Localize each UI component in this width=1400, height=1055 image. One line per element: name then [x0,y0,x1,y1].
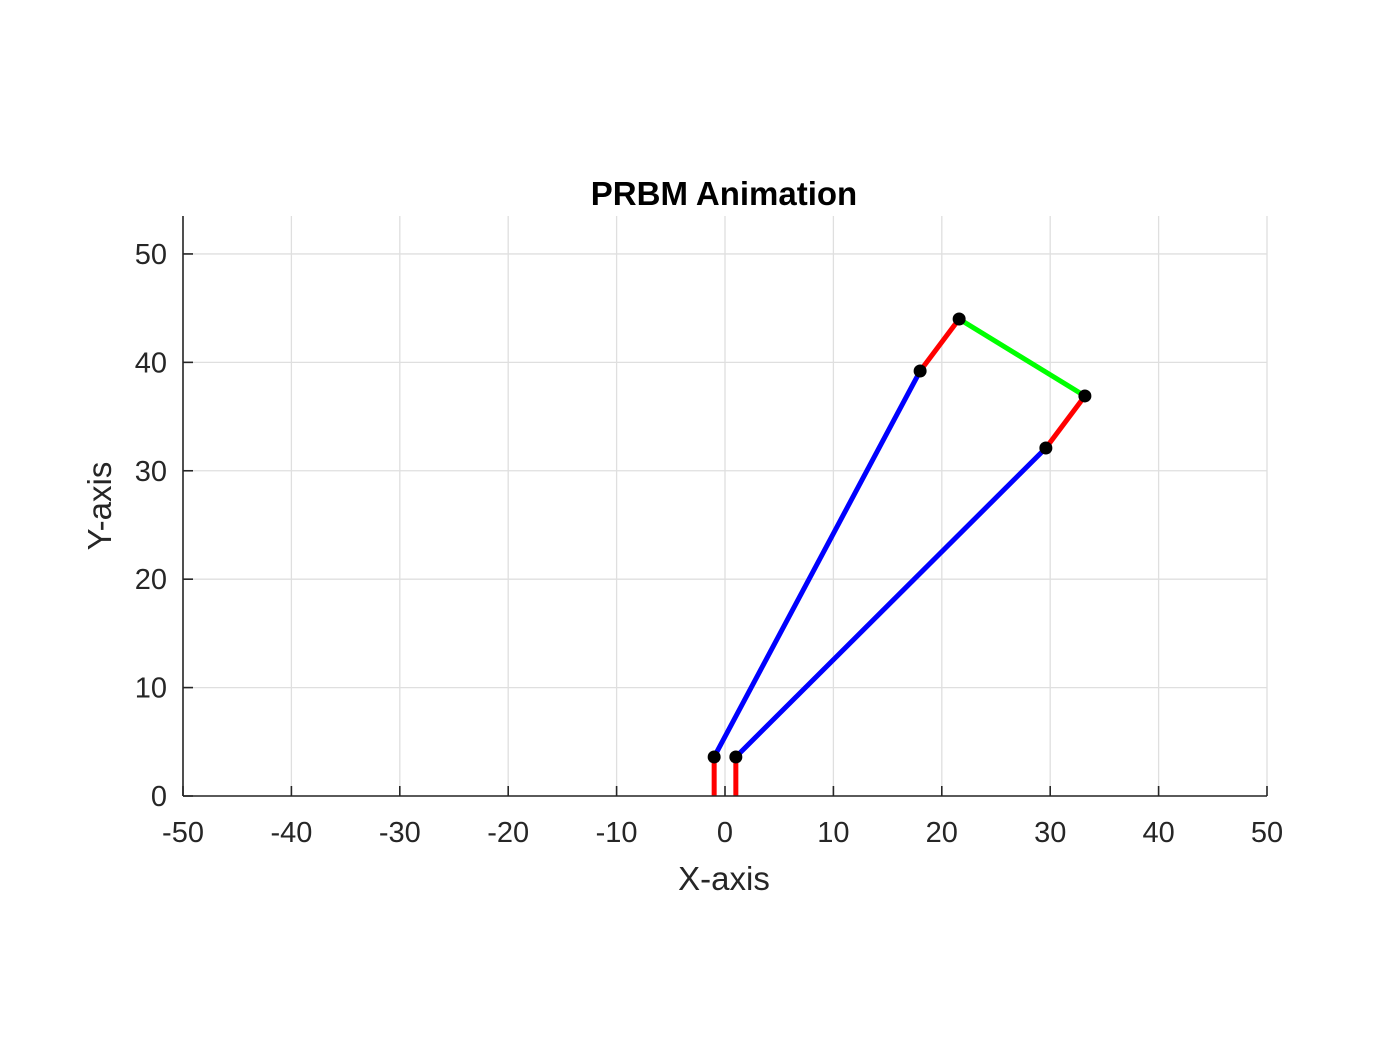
series-line-4 [734,446,1048,759]
joint-point [1039,441,1053,455]
ticks-layer: -50 -40 -30 -20 -10 0 10 20 30 40 50 0 10 20 30 40 50 [135,239,1283,849]
y-tick-label: 30 [135,456,167,488]
x-tick-label: 10 [817,817,849,849]
series-line-6 [1043,394,1087,450]
series-line-7 [957,316,1087,399]
series-layer [711,316,1087,796]
x-tick-label: 0 [717,817,733,849]
x-tick-label: -50 [162,817,204,849]
y-tick-label: 40 [135,347,167,379]
points-layer [707,312,1092,764]
x-tick-label: -10 [596,817,638,849]
y-tick-label: 20 [135,564,167,596]
x-tick-label: 20 [926,817,958,849]
joint-point [913,364,927,378]
x-tick-label: -30 [379,817,421,849]
joint-point [952,312,966,326]
x-axis-label: X-axis [678,860,770,897]
y-tick-label: 10 [135,673,167,705]
y-axis-label: Y-axis [81,462,118,551]
x-tick-label: 40 [1142,817,1174,849]
grid-layer [182,216,1268,797]
joint-point [729,750,743,764]
x-tick-label: -40 [270,817,312,849]
x-tick-label: 50 [1251,817,1283,849]
series-line-5 [918,317,962,373]
chart-title: PRBM Animation [591,175,857,212]
x-tick-label: 30 [1034,817,1066,849]
y-tick-label: 50 [135,239,167,271]
joint-point [707,750,721,764]
x-tick-label: -20 [487,817,529,849]
joint-point [1078,389,1092,403]
series-line-3 [711,369,923,759]
y-tick-label: 0 [151,781,167,813]
